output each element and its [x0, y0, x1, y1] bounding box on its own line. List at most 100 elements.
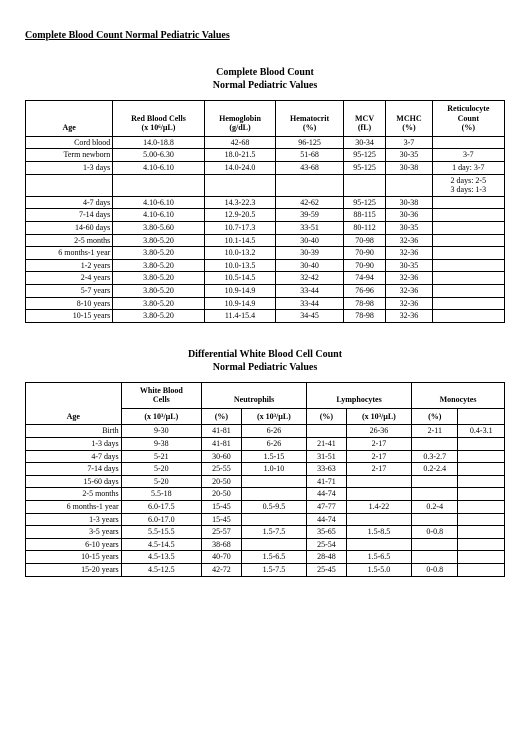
cell-eos: 0.4-3.1	[458, 425, 505, 438]
cell-age: 4-7 days	[26, 196, 113, 209]
cell-neutAbs	[241, 513, 306, 526]
cbc-h-hct: Hematocrit(%)	[276, 101, 344, 137]
cell-neutPct: 30-60	[202, 450, 242, 463]
cell-neutAbs: 1.5-7.5	[241, 564, 306, 577]
cell-neutAbs: 1.0-10	[241, 463, 306, 476]
cbc-h-hgb: Hemoglobin(g/dL)	[204, 101, 276, 137]
diff-h-lymph-abs: (x 10³/µL)	[346, 408, 411, 425]
cell-age: 10-15 years	[26, 551, 122, 564]
table-row: 14-60 days3.80-5.6010.7-17.333-5180-1123…	[26, 221, 505, 234]
diff-h-age: Age	[26, 382, 122, 425]
cell-neutPct: 42-72	[202, 564, 242, 577]
cell-lymphAbs	[346, 475, 411, 488]
cell-eos	[458, 513, 505, 526]
cell-age: 7-14 days	[26, 209, 113, 222]
cell-age: 2-5 months	[26, 234, 113, 247]
cbc-section-title: Complete Blood CountNormal Pediatric Val…	[25, 66, 505, 92]
cell-rbc: 4.10-6.10	[113, 209, 204, 222]
cell-hgb: 10.1-14.5	[204, 234, 276, 247]
cell-mchc: 30-35	[386, 221, 432, 234]
table-row: Term newborn5.00-6.3018.0-21.551-6895-12…	[26, 149, 505, 162]
cell-retic	[432, 247, 504, 260]
cell-mcv: 95-125	[343, 161, 385, 174]
cell-age: 1-3 days	[26, 438, 122, 451]
cell-rbc: 4.10-6.10	[113, 161, 204, 174]
cell-rbc: 3.80-5.20	[113, 310, 204, 323]
cell-mchc: 30-35	[386, 149, 432, 162]
cell-rbc: 5.00-6.30	[113, 149, 204, 162]
cell-mcv: 95-125	[343, 149, 385, 162]
cell-lymphAbs: 1.5-8.5	[346, 526, 411, 539]
cell-neutPct: 20-50	[202, 475, 242, 488]
cell-lymphAbs	[346, 538, 411, 551]
cell-age: 10-15 years	[26, 310, 113, 323]
table-row: 5-7 years3.80-5.2010.9-14.933-4476-9632-…	[26, 284, 505, 297]
cell-neutPct: 40-70	[202, 551, 242, 564]
cell-mcv: 80-112	[343, 221, 385, 234]
cell-lymphPct: 21-41	[307, 438, 347, 451]
cbc-h-rbc: Red Blood Cells(x 10⁶/µL)	[113, 101, 204, 137]
cell-retic	[432, 259, 504, 272]
cell-eos	[458, 475, 505, 488]
cell-mcv: 70-90	[343, 259, 385, 272]
cell-eos	[458, 438, 505, 451]
cell-mchc: 32-36	[386, 272, 432, 285]
table-row: 8-10 years3.80-5.2010.9-14.933-4478-9832…	[26, 297, 505, 310]
cell-lymphAbs: 2-17	[346, 438, 411, 451]
cell-neutPct: 41-81	[202, 438, 242, 451]
cbc-h-age: Age	[26, 101, 113, 137]
cell-hgb: 10.0-13.2	[204, 247, 276, 260]
table-row: Birth9-3041-816-2626-362-110.4-3.1	[26, 425, 505, 438]
cell-wbc: 5.5-18	[121, 488, 201, 501]
cell-mchc: 32-36	[386, 284, 432, 297]
cell-retic: 2 days: 2-53 days: 1-3	[432, 174, 504, 196]
cell-hgb: 11.4-15.4	[204, 310, 276, 323]
cell-lymphPct: 35-65	[307, 526, 347, 539]
cell-age: 1-3 years	[26, 513, 122, 526]
cell-neutPct: 25-55	[202, 463, 242, 476]
cbc-h-mcv: MCV(fL)	[343, 101, 385, 137]
cell-wbc: 4.5-12.5	[121, 564, 201, 577]
cell-rbc: 4.10-6.10	[113, 196, 204, 209]
cell-mcv	[343, 174, 385, 196]
cell-age: 6 months-1 year	[26, 501, 122, 514]
cbc-table: Age Red Blood Cells(x 10⁶/µL) Hemoglobin…	[25, 100, 505, 323]
cell-lymphAbs: 1.5-6.5	[346, 551, 411, 564]
cell-mcv: 74-94	[343, 272, 385, 285]
cell-eos	[458, 564, 505, 577]
table-row: 2-5 months3.80-5.2010.1-14.530-4070-9832…	[26, 234, 505, 247]
cell-hgb	[204, 174, 276, 196]
cell-mchc: 32-36	[386, 297, 432, 310]
cell-mcv: 76-96	[343, 284, 385, 297]
table-row: 1-3 years6.0-17.015-4544-74	[26, 513, 505, 526]
cell-hgb: 10.9-14.9	[204, 297, 276, 310]
cell-monoPct: 0.2-4	[412, 501, 458, 514]
cell-monoPct	[412, 475, 458, 488]
cbc-h-retic: ReticulocyteCount(%)	[432, 101, 504, 137]
cell-mchc: 30-38	[386, 161, 432, 174]
cell-lymphPct: 44-74	[307, 488, 347, 501]
table-row: 7-14 days4.10-6.1012.9-20.539-5988-11530…	[26, 209, 505, 222]
cell-age: 15-60 days	[26, 475, 122, 488]
diff-h-eos	[458, 408, 505, 425]
cell-rbc: 3.80-5.60	[113, 221, 204, 234]
cell-retic: 3-7	[432, 149, 504, 162]
cell-wbc: 5.5-15.5	[121, 526, 201, 539]
cell-wbc: 6.0-17.5	[121, 501, 201, 514]
cell-mcv: 88-115	[343, 209, 385, 222]
cell-eos	[458, 538, 505, 551]
table-row: 4-7 days5-2130-601.5-1531-512-170.3-2.7	[26, 450, 505, 463]
cell-eos	[458, 551, 505, 564]
cell-rbc: 14.0-18.8	[113, 136, 204, 149]
cell-lymphAbs: 26-36	[346, 425, 411, 438]
cell-wbc: 4.5-14.5	[121, 538, 201, 551]
cell-retic	[432, 272, 504, 285]
cell-monoPct	[412, 438, 458, 451]
cell-age: Term newborn	[26, 149, 113, 162]
cell-mcv: 70-90	[343, 247, 385, 260]
cell-neutAbs	[241, 538, 306, 551]
cell-eos	[458, 488, 505, 501]
cell-age: 8-10 years	[26, 297, 113, 310]
cell-neutAbs	[241, 475, 306, 488]
cell-retic	[432, 310, 504, 323]
